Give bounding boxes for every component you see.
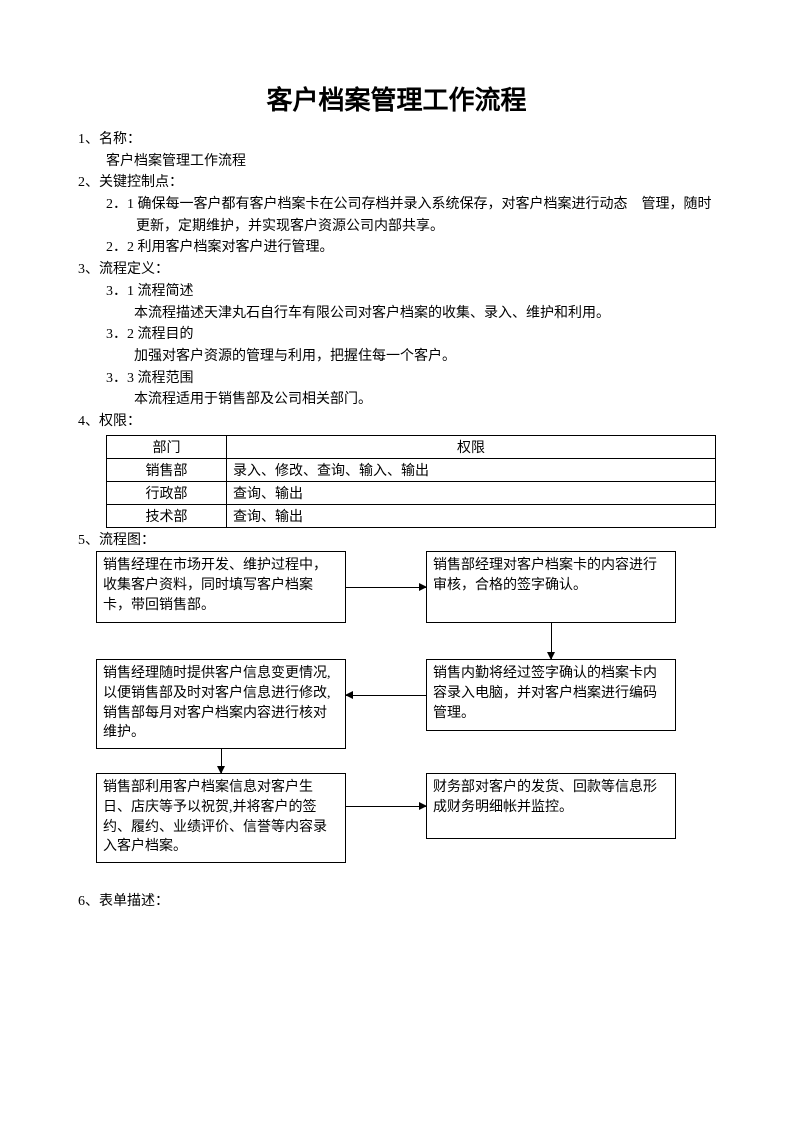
s3b-label: 流程目的 <box>138 327 194 342</box>
s5-header: 5、流程图： <box>78 530 715 552</box>
s3-num: 3、 <box>78 262 99 277</box>
flow-arrow <box>346 806 426 807</box>
flow-arrow <box>551 623 552 659</box>
table-row: 行政部 查询、输出 <box>107 481 716 504</box>
s3b-header: 3．2 流程目的 <box>78 324 715 346</box>
s2-p1-text: 确保每一客户都有客户档案卡在公司存档并录入系统保存，对客户档案进行动态 管理，随… <box>136 197 712 234</box>
table-header-row: 部门 权限 <box>107 435 716 458</box>
flow-box-6: 财务部对客户的发货、回款等信息形成财务明细帐并监控。 <box>426 773 676 839</box>
flow-arrow <box>346 695 426 696</box>
th-perm: 权限 <box>227 435 716 458</box>
flow-box-2: 销售部经理对客户档案卡的内容进行审核，合格的签字确认。 <box>426 551 676 623</box>
s1-header: 1、名称： <box>78 129 715 151</box>
flowchart: 销售经理在市场开发、维护过程中，收集客户资料，同时填写客户档案卡，带回销售部。 … <box>96 551 706 891</box>
flow-box-3: 销售内勤将经过签字确认的档案卡内容录入电脑，并对客户档案进行编码管理。 <box>426 659 676 731</box>
s5-num: 5、 <box>78 533 99 548</box>
s3c-num: 3．3 <box>106 371 138 386</box>
cell-dept: 技术部 <box>107 504 227 527</box>
flow-box-1: 销售经理在市场开发、维护过程中，收集客户资料，同时填写客户档案卡，带回销售部。 <box>96 551 346 623</box>
table-row: 技术部 查询、输出 <box>107 504 716 527</box>
s2-p1-num: 2．1 <box>106 197 138 212</box>
s1-label: 名称： <box>99 132 141 147</box>
cell-perm: 查询、输出 <box>227 481 716 504</box>
s4-label: 权限： <box>99 414 141 429</box>
page-title: 客户档案管理工作流程 <box>78 80 715 117</box>
s3-header: 3、流程定义： <box>78 259 715 281</box>
s2-p2-text: 利用客户档案对客户进行管理。 <box>138 240 334 255</box>
permission-table-wrap: 部门 权限 销售部 录入、修改、查询、输入、输出 行政部 查询、输出 技术部 查… <box>78 435 715 528</box>
s6-num: 6、 <box>78 894 99 909</box>
th-dept: 部门 <box>107 435 227 458</box>
permission-table: 部门 权限 销售部 录入、修改、查询、输入、输出 行政部 查询、输出 技术部 查… <box>106 435 716 528</box>
s3c-label: 流程范围 <box>138 371 194 386</box>
s3-label: 流程定义： <box>99 262 169 277</box>
s2-label: 关键控制点： <box>99 175 183 190</box>
s2-p2: 2．2 利用客户档案对客户进行管理。 <box>78 237 715 259</box>
flow-arrow <box>221 749 222 773</box>
s3a-num: 3．1 <box>106 284 138 299</box>
s3b-num: 3．2 <box>106 327 138 342</box>
s3a-label: 流程简述 <box>138 284 194 299</box>
s4-num: 4、 <box>78 414 99 429</box>
s2-header: 2、关键控制点： <box>78 172 715 194</box>
s3b-text: 加强对客户资源的管理与利用，把握住每一个客户。 <box>78 346 715 368</box>
flow-box-5: 销售部利用客户档案信息对客户生日、店庆等予以祝贺,并将客户的签约、履约、业绩评价… <box>96 773 346 863</box>
s6-label: 表单描述： <box>99 894 169 909</box>
table-row: 销售部 录入、修改、查询、输入、输出 <box>107 458 716 481</box>
s1-content: 客户档案管理工作流程 <box>78 151 715 173</box>
cell-perm: 录入、修改、查询、输入、输出 <box>227 458 716 481</box>
s3c-text: 本流程适用于销售部及公司相关部门。 <box>78 389 715 411</box>
cell-perm: 查询、输出 <box>227 504 716 527</box>
s5-label: 流程图： <box>99 533 155 548</box>
cell-dept: 行政部 <box>107 481 227 504</box>
s2-p1: 2．1 确保每一客户都有客户档案卡在公司存档并录入系统保存，对客户档案进行动态 … <box>78 194 715 237</box>
s2-p2-num: 2．2 <box>106 240 138 255</box>
s4-header: 4、权限： <box>78 411 715 433</box>
s2-num: 2、 <box>78 175 99 190</box>
s3a-text: 本流程描述天津丸石自行车有限公司对客户档案的收集、录入、维护和利用。 <box>78 303 715 325</box>
flow-box-4: 销售经理随时提供客户信息变更情况,以便销售部及时对客户信息进行修改,销售部每月对… <box>96 659 346 749</box>
s1-num: 1、 <box>78 132 99 147</box>
s6-header: 6、表单描述： <box>78 891 715 913</box>
s3c-header: 3．3 流程范围 <box>78 368 715 390</box>
s3a-header: 3．1 流程简述 <box>78 281 715 303</box>
cell-dept: 销售部 <box>107 458 227 481</box>
flow-arrow <box>346 587 426 588</box>
